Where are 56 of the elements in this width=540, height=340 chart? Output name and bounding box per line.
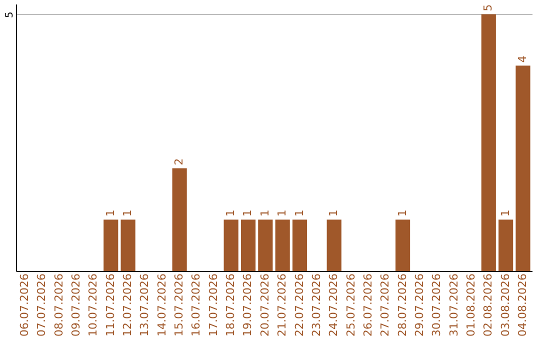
x-tick-label: 10.07.2026 [86,274,100,336]
x-tick-label: 09.07.2026 [70,274,83,336]
x-tick-label: 01.08.2026 [464,274,478,336]
x-tick-label: 08.07.2026 [52,274,66,336]
data-label: 2 [172,158,186,166]
x-tick-label: 24.07.2026 [327,274,340,336]
x-tick-label: 27.07.2026 [378,274,392,336]
x-tick-label: 16.07.2026 [190,274,203,336]
data-label: 1 [327,210,340,217]
data-label: 4 [516,56,529,63]
x-tick-label: 25.07.2026 [344,274,358,336]
x-tick-label: 30.07.2026 [430,274,444,336]
bar [224,220,238,271]
x-tick-label: 13.07.2026 [138,274,152,336]
data-label: 1 [121,210,134,217]
data-label: 5 [482,4,495,12]
bar [120,220,136,271]
x-tick-label: 14.07.2026 [155,274,168,336]
x-tick-label: 18.07.2026 [224,274,238,336]
x-tick-label: 04.08.2026 [516,274,529,336]
x-tick-label: 29.07.2026 [412,274,426,336]
x-tick-label: 23.07.2026 [310,274,323,336]
x-tick-label: 07.07.2026 [35,274,48,336]
x-tick-label: 31.07.2026 [447,274,460,336]
x-tick-label: 03.08.2026 [498,274,512,336]
data-label: 1 [258,210,272,217]
bar [104,220,118,271]
bar [395,220,410,271]
bar [240,220,256,271]
bar [481,14,496,271]
data-label: 1 [276,210,289,217]
bar [516,66,530,271]
data-label: 1 [104,210,117,217]
bar [292,220,308,271]
x-tick-label: 06.07.2026 [18,274,32,336]
x-tick-label: 26.07.2026 [361,274,374,336]
x-tick-label: 19.07.2026 [241,274,254,336]
x-tick-label: 20.07.2026 [258,274,272,336]
bar [258,220,273,271]
x-tick-label: 15.07.2026 [172,274,186,336]
bar [326,220,342,271]
bar [275,220,290,271]
bar [172,168,187,271]
data-label: 1 [241,210,254,217]
x-tick-label: 11.07.2026 [104,274,117,336]
data-label: 1 [498,210,512,217]
x-tick-label: 12.07.2026 [121,274,134,336]
x-tick-label: 28.07.2026 [396,274,409,336]
x-tick-label: 17.07.2026 [206,274,220,336]
data-label: 1 [396,210,409,217]
bar [498,220,514,271]
x-tick-label: 02.08.2026 [482,274,495,336]
x-tick-label: 22.07.2026 [292,274,306,336]
data-label: 1 [292,210,306,217]
x-tick-label: 21.07.2026 [276,274,289,336]
data-label: 1 [224,210,238,217]
